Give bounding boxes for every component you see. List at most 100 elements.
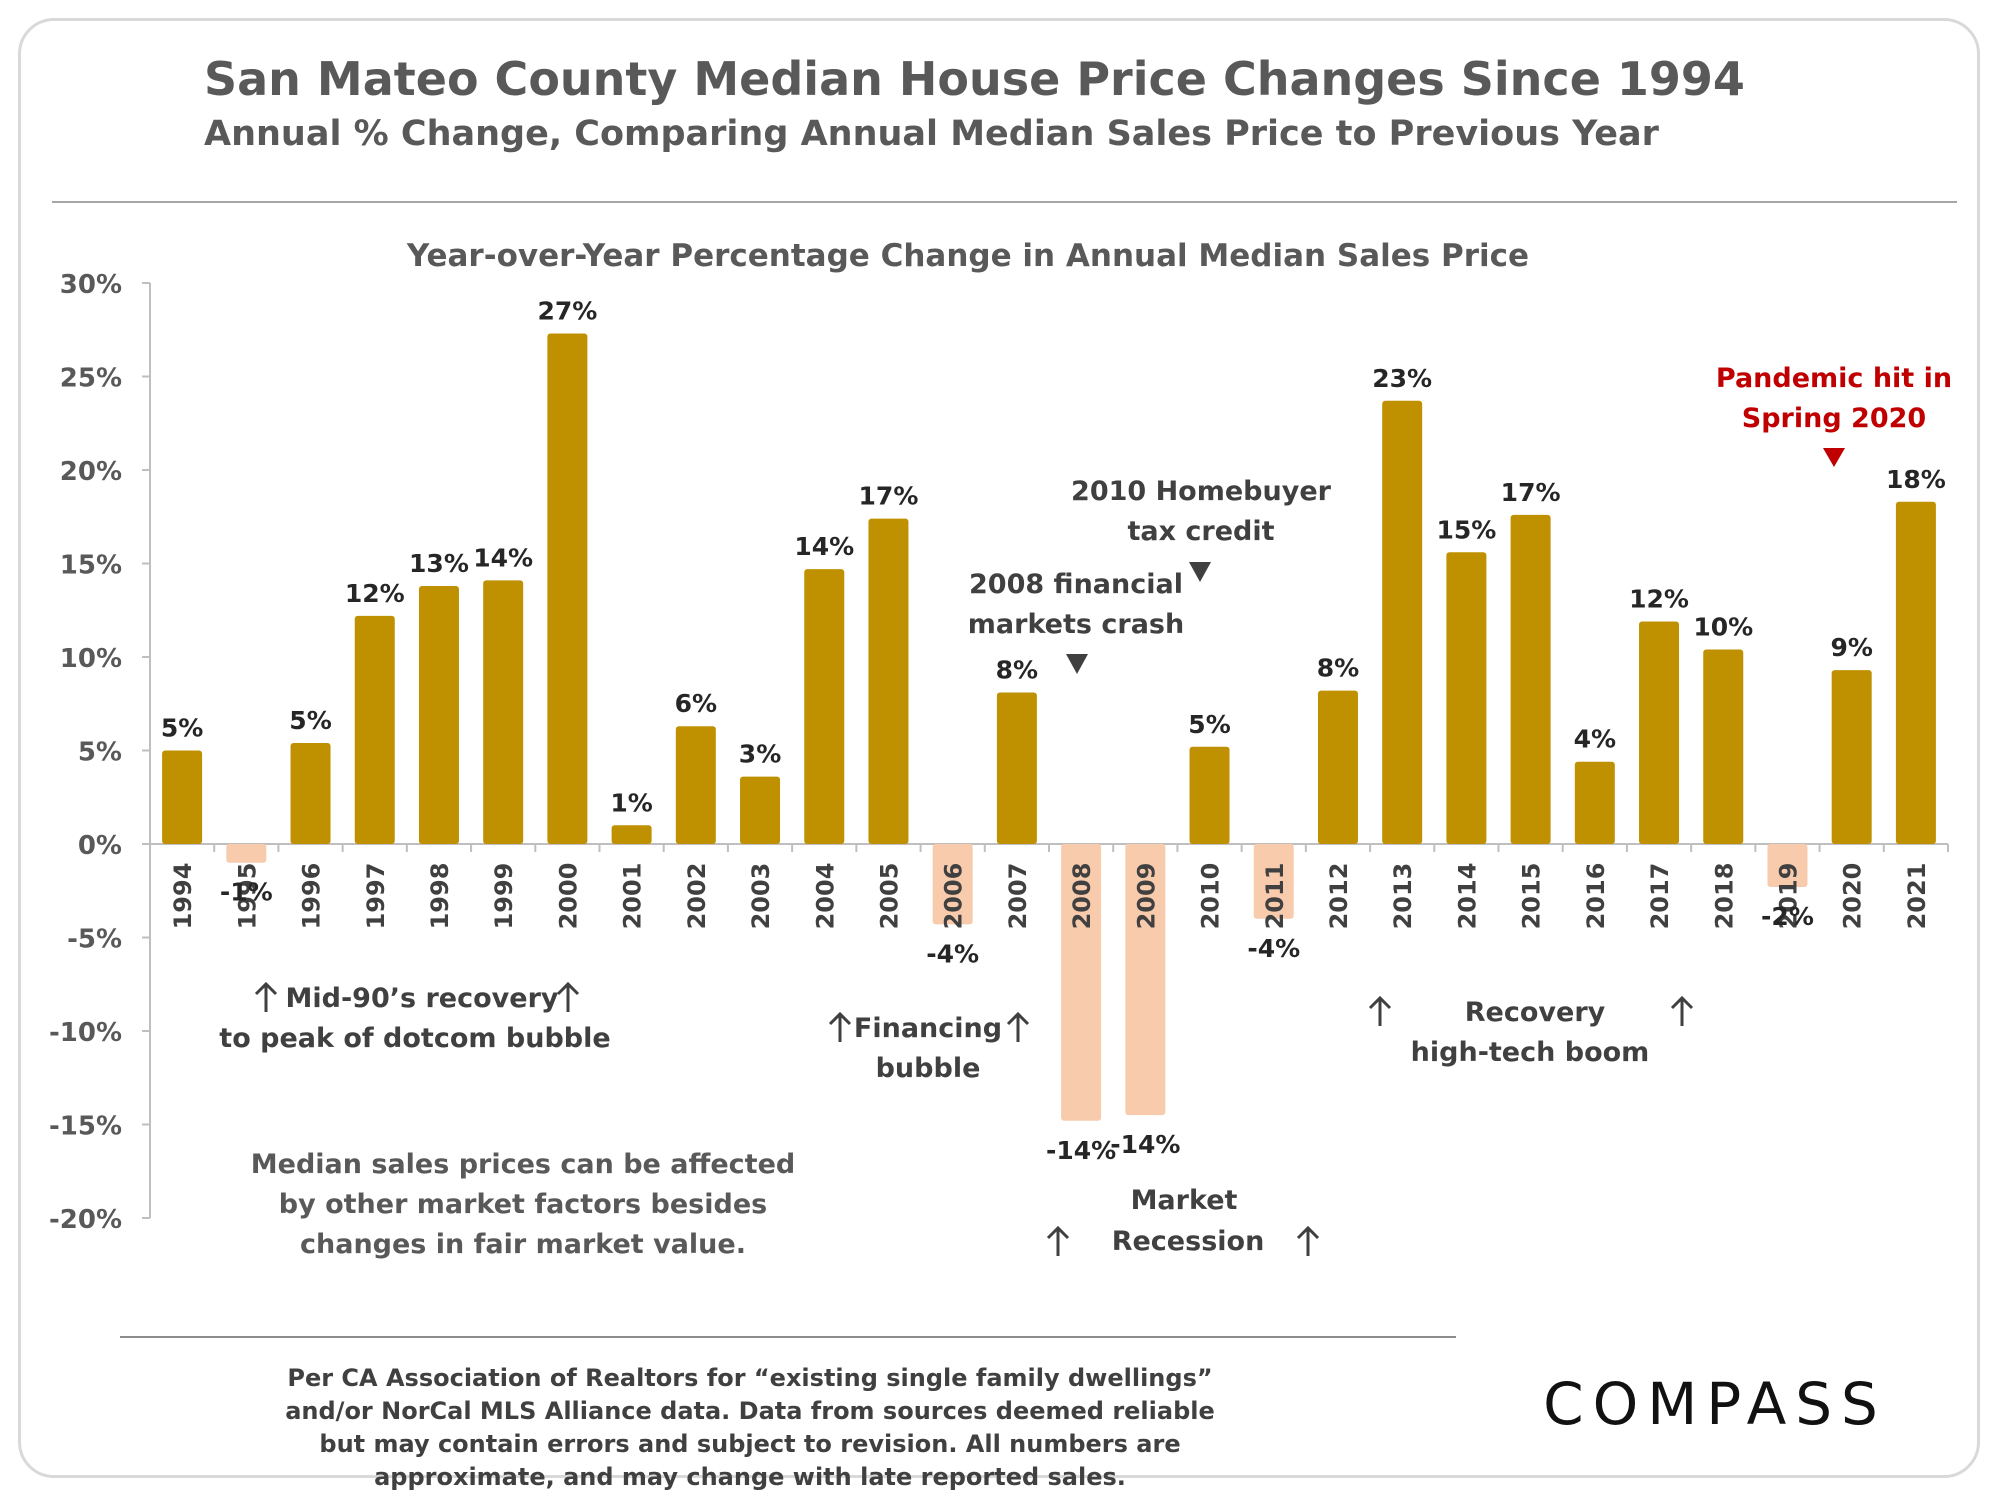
x-tick-label: 2014 [1453,863,1481,930]
x-tick-label: 2002 [683,863,711,930]
annotation-note: Median sales prices can be affected by o… [251,1149,795,1260]
y-tick-label: 0% [78,831,122,861]
y-tick-label: -15% [49,1112,122,1142]
y-tick-label: 5% [78,738,122,768]
down-triangle-icon [1066,654,1088,674]
compass-logo: COMPASS [1543,1370,1887,1438]
annotation-mid90s-line2: to peak of dotcom bubble [219,1023,610,1054]
x-tick-label: 2001 [619,863,647,930]
x-tick-label: 2019 [1774,863,1802,930]
bar-1997 [354,615,395,844]
bar-2000 [547,333,588,844]
bar-2008 [1061,844,1102,1121]
x-tick-label: 2011 [1261,863,1289,930]
up-arrow-icon [828,1011,852,1042]
bar-1994 [162,750,203,844]
y-tick-label: 15% [60,551,122,581]
y-tick-label: -5% [67,925,122,955]
down-triangle-icon [1823,448,1845,467]
note-line1: Median sales prices can be affected [251,1149,795,1180]
data-label: 5% [289,706,331,735]
bar-2011 [1253,844,1294,919]
annotation-recession-line2: Recession [1112,1226,1265,1257]
annotation-pandemic-line2: Spring 2020 [1742,403,1926,434]
bar-2006 [932,844,973,925]
bar-2017 [1639,621,1680,844]
up-arrow-icon [1046,1225,1070,1256]
data-label: -14% [1110,1130,1180,1159]
x-tick-label: 2015 [1518,863,1546,930]
y-tick-label: 10% [60,644,122,674]
annotation-2008-line1: 2008 financial [969,569,1183,600]
x-tick-label: 2021 [1903,863,1931,930]
bar-2009 [1125,844,1166,1116]
data-label: 13% [409,549,469,578]
up-arrow-icon [1296,1225,1320,1256]
data-label: 8% [996,656,1038,685]
data-label: -14% [1046,1136,1116,1165]
down-triangle-icon [1189,562,1211,582]
bar-2010 [1189,746,1230,844]
x-tick-label: 2012 [1325,863,1353,930]
data-label: 10% [1693,613,1753,642]
x-tick-label: 2010 [1197,863,1225,930]
x-tick-label: 2013 [1389,863,1417,930]
data-label: 14% [794,532,854,561]
bar-2014 [1446,552,1487,844]
bar-2019 [1767,844,1808,888]
data-label: 14% [473,543,533,572]
bar-2015 [1510,514,1551,844]
annotation-pandemic: Pandemic hit in Spring 2020 [1716,363,1952,467]
x-tick-label: 2018 [1710,863,1738,930]
bar-2021 [1895,501,1936,844]
data-label: 5% [161,714,203,743]
y-tick-label: 25% [60,364,122,394]
up-arrow-icon [556,981,580,1012]
note-line3: changes in fair market value. [300,1229,746,1260]
annotation-financing-line2: bubble [876,1053,981,1084]
data-label: 18% [1886,465,1946,494]
data-label: -1% [220,878,273,907]
up-arrow-icon [1006,1011,1030,1042]
x-tick-label: 2016 [1582,863,1610,930]
bar-2007 [996,692,1037,844]
bar-2012 [1317,690,1358,844]
data-label: 5% [1188,710,1230,739]
x-tick-label: 2006 [940,863,968,930]
data-label: 17% [859,482,919,511]
data-label: 12% [1629,584,1689,613]
annotation-recession-line1: Market [1131,1185,1238,1216]
annotation-financing-line1: Financing [854,1013,1002,1044]
up-arrow-icon [1368,995,1392,1026]
x-tick-label: 2000 [554,863,582,930]
data-label: 4% [1574,725,1616,754]
annotation-2010-line1: 2010 Homebuyer [1071,476,1332,507]
annotation-financing: Financing bubble [828,1011,1030,1084]
bar-1996 [290,743,331,844]
annotation-2010-line2: tax credit [1127,516,1274,547]
bar-1998 [418,585,459,844]
y-tick-label: -10% [49,1018,122,1048]
x-tick-label: 2009 [1132,863,1160,930]
header-divider [52,201,1957,203]
bar-2020 [1831,670,1872,844]
x-tick-label: 1994 [169,863,197,930]
footnote: Per CA Association of Realtors for “exis… [285,1364,1215,1491]
annotation-2008-crash: 2008 financial markets crash [968,569,1184,674]
data-label: 17% [1501,478,1561,507]
annotation-recovery: Recovery high-tech boom [1368,995,1694,1068]
x-tick-label: 2004 [811,863,839,930]
x-tick-label: 2005 [875,863,903,930]
data-label: 1% [610,788,652,817]
annotation-recovery-line2: high-tech boom [1411,1037,1650,1068]
x-tick-label: 1995 [233,863,261,930]
data-label: 12% [345,579,405,608]
annotation-mid90s: Mid-90’s recovery to peak of dotcom bubb… [219,981,611,1054]
bar-2003 [740,776,781,844]
y-tick-label: 20% [60,457,122,487]
data-label: 27% [537,296,597,325]
data-label: -4% [1247,934,1300,963]
data-label: 3% [739,740,781,769]
data-label: -4% [926,939,979,968]
